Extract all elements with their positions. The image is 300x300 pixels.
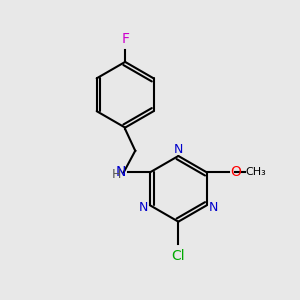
Text: H: H (112, 168, 122, 181)
Text: Cl: Cl (172, 248, 185, 262)
Text: CH₃: CH₃ (246, 167, 266, 177)
Text: F: F (121, 32, 129, 46)
Text: O: O (231, 165, 242, 179)
Text: N: N (116, 165, 126, 179)
Text: N: N (209, 201, 218, 214)
Text: N: N (174, 143, 183, 156)
Text: N: N (139, 201, 148, 214)
